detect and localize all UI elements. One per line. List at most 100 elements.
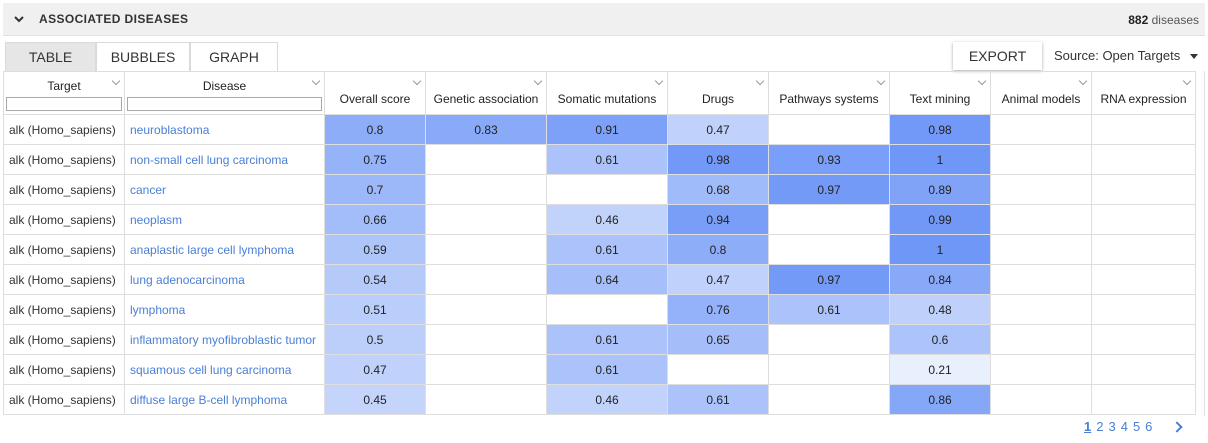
score-cell-text[interactable]: 0.98 <box>889 114 991 145</box>
col-target[interactable]: Target <box>3 71 125 115</box>
sort-icon[interactable] <box>1182 76 1192 86</box>
score-cell-overall[interactable]: 0.47 <box>324 354 426 385</box>
page-4[interactable]: 4 <box>1120 419 1128 434</box>
disease-link[interactable]: lymphoma <box>124 294 325 325</box>
col-pathways-systems[interactable]: Pathways systems <box>768 71 890 115</box>
table-row[interactable]: alk (Homo_sapiens) lung adenocarcinoma 0.5… <box>3 264 1196 295</box>
score-cell-rna[interactable] <box>1091 384 1196 415</box>
sort-icon[interactable] <box>412 76 422 86</box>
disease-filter-input[interactable] <box>127 97 322 111</box>
sort-icon[interactable] <box>755 76 765 86</box>
score-cell-text[interactable]: 0.99 <box>889 204 991 235</box>
chevron-right-icon[interactable] <box>1171 421 1183 433</box>
score-cell-overall[interactable]: 0.8 <box>324 114 426 145</box>
score-cell-pathways[interactable] <box>768 384 890 415</box>
score-cell-overall[interactable]: 0.59 <box>324 234 426 265</box>
score-cell-drugs[interactable]: 0.8 <box>667 234 769 265</box>
tab-bubbles[interactable]: BUBBLES <box>96 42 190 71</box>
score-cell-somatic[interactable]: 0.91 <box>546 114 668 145</box>
table-row[interactable]: alk (Homo_sapiens) neoplasm 0.66 0.46 0.94 0.… <box>3 204 1196 235</box>
score-cell-somatic[interactable]: 0.61 <box>546 234 668 265</box>
score-cell-genetic[interactable]: 0.83 <box>425 114 547 145</box>
score-cell-overall[interactable]: 0.51 <box>324 294 426 325</box>
score-cell-animal[interactable] <box>990 264 1092 295</box>
sort-icon[interactable] <box>977 76 987 86</box>
col-somatic-mutations[interactable]: Somatic mutations <box>546 71 668 115</box>
disease-link[interactable]: squamous cell lung carcinoma <box>124 354 325 385</box>
disease-link[interactable]: neuroblastoma <box>124 114 325 145</box>
score-cell-text[interactable]: 0.21 <box>889 354 991 385</box>
col-text-mining[interactable]: Text mining <box>889 71 991 115</box>
score-cell-rna[interactable] <box>1091 354 1196 385</box>
score-cell-animal[interactable] <box>990 324 1092 355</box>
col-drugs[interactable]: Drugs <box>667 71 769 115</box>
table-row[interactable]: alk (Homo_sapiens) neuroblastoma 0.8 0.83 0.… <box>3 114 1196 145</box>
col-animal-models[interactable]: Animal models <box>990 71 1092 115</box>
score-cell-genetic[interactable] <box>425 384 547 415</box>
score-cell-pathways[interactable] <box>768 324 890 355</box>
score-cell-genetic[interactable] <box>425 324 547 355</box>
export-button[interactable]: EXPORT <box>953 42 1042 70</box>
score-cell-rna[interactable] <box>1091 174 1196 205</box>
col-disease[interactable]: Disease <box>124 71 325 115</box>
score-cell-drugs[interactable]: 0.65 <box>667 324 769 355</box>
score-cell-pathways[interactable]: 0.97 <box>768 264 890 295</box>
col-overall-score[interactable]: Overall score <box>324 71 426 115</box>
score-cell-somatic[interactable]: 0.61 <box>546 324 668 355</box>
score-cell-rna[interactable] <box>1091 114 1196 145</box>
sort-icon[interactable] <box>533 76 543 86</box>
score-cell-somatic[interactable] <box>546 174 668 205</box>
col-genetic-association[interactable]: Genetic association <box>425 71 547 115</box>
source-select[interactable]: Source: Open Targets <box>1054 48 1181 63</box>
score-cell-somatic[interactable]: 0.61 <box>546 144 668 175</box>
disease-link[interactable]: neoplasm <box>124 204 325 235</box>
score-cell-drugs[interactable]: 0.98 <box>667 144 769 175</box>
table-row[interactable]: alk (Homo_sapiens) inflammatory myofibrob… <box>3 324 1196 355</box>
score-cell-drugs[interactable] <box>667 354 769 385</box>
score-cell-rna[interactable] <box>1091 144 1196 175</box>
score-cell-text[interactable]: 0.6 <box>889 324 991 355</box>
score-cell-animal[interactable] <box>990 174 1092 205</box>
score-cell-text[interactable]: 0.84 <box>889 264 991 295</box>
score-cell-somatic[interactable]: 0.61 <box>546 354 668 385</box>
score-cell-overall[interactable]: 0.54 <box>324 264 426 295</box>
page-3[interactable]: 3 <box>1108 419 1116 434</box>
disease-link[interactable]: inflammatory myofibroblastic tumor <box>124 324 325 355</box>
sort-icon[interactable] <box>1078 76 1088 86</box>
score-cell-pathways[interactable] <box>768 114 890 145</box>
tab-table[interactable]: TABLE <box>5 42 96 71</box>
score-cell-animal[interactable] <box>990 204 1092 235</box>
score-cell-overall[interactable]: 0.66 <box>324 204 426 235</box>
score-cell-genetic[interactable] <box>425 294 547 325</box>
score-cell-pathways[interactable] <box>768 204 890 235</box>
disease-link[interactable]: anaplastic large cell lymphoma <box>124 234 325 265</box>
score-cell-drugs[interactable]: 0.94 <box>667 204 769 235</box>
score-cell-somatic[interactable] <box>546 294 668 325</box>
score-cell-pathways[interactable]: 0.97 <box>768 174 890 205</box>
score-cell-rna[interactable] <box>1091 264 1196 295</box>
score-cell-genetic[interactable] <box>425 174 547 205</box>
score-cell-somatic[interactable]: 0.46 <box>546 204 668 235</box>
score-cell-overall[interactable]: 0.7 <box>324 174 426 205</box>
score-cell-rna[interactable] <box>1091 294 1196 325</box>
page-1[interactable]: 1 <box>1084 419 1092 434</box>
score-cell-overall[interactable]: 0.45 <box>324 384 426 415</box>
score-cell-text[interactable]: 0.89 <box>889 174 991 205</box>
score-cell-rna[interactable] <box>1091 204 1196 235</box>
page-6[interactable]: 6 <box>1145 419 1153 434</box>
score-cell-animal[interactable] <box>990 114 1092 145</box>
score-cell-somatic[interactable]: 0.64 <box>546 264 668 295</box>
score-cell-drugs[interactable]: 0.47 <box>667 114 769 145</box>
score-cell-pathways[interactable]: 0.93 <box>768 144 890 175</box>
score-cell-overall[interactable]: 0.5 <box>324 324 426 355</box>
tab-graph[interactable]: GRAPH <box>190 42 278 71</box>
score-cell-text[interactable]: 1 <box>889 144 991 175</box>
score-cell-rna[interactable] <box>1091 234 1196 265</box>
score-cell-pathways[interactable] <box>768 354 890 385</box>
target-filter-input[interactable] <box>6 97 122 111</box>
score-cell-genetic[interactable] <box>425 144 547 175</box>
score-cell-drugs[interactable]: 0.47 <box>667 264 769 295</box>
table-row[interactable]: alk (Homo_sapiens) cancer 0.7 0.68 0.97 0.89 <box>3 174 1196 205</box>
table-row[interactable]: alk (Homo_sapiens) lymphoma 0.51 0.76 0.61 0.… <box>3 294 1196 325</box>
chevron-down-icon[interactable] <box>14 14 24 24</box>
